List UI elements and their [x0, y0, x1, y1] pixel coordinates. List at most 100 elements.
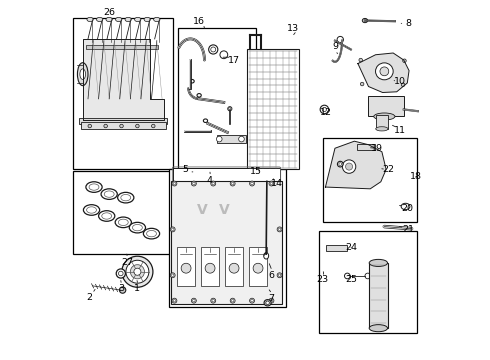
Text: 13: 13: [287, 24, 299, 33]
Bar: [169, 170, 286, 307]
Bar: [369, 263, 388, 328]
Bar: [201, 247, 219, 286]
Ellipse shape: [344, 273, 350, 279]
Bar: [375, 115, 388, 129]
Ellipse shape: [220, 51, 228, 59]
Ellipse shape: [119, 219, 128, 225]
Ellipse shape: [97, 17, 103, 22]
Ellipse shape: [87, 207, 97, 213]
Ellipse shape: [269, 181, 274, 186]
Ellipse shape: [172, 274, 174, 276]
Ellipse shape: [212, 182, 215, 185]
Text: 17: 17: [228, 55, 241, 64]
Ellipse shape: [192, 298, 196, 303]
Bar: [73, 18, 173, 170]
Ellipse shape: [101, 189, 117, 199]
Ellipse shape: [173, 300, 176, 302]
Bar: [322, 138, 417, 222]
Ellipse shape: [89, 184, 99, 190]
Ellipse shape: [77, 63, 88, 86]
Ellipse shape: [134, 268, 141, 275]
Text: 8: 8: [405, 19, 411, 28]
Ellipse shape: [209, 45, 218, 54]
Ellipse shape: [192, 181, 196, 186]
Bar: [357, 144, 375, 150]
Ellipse shape: [365, 273, 370, 279]
Ellipse shape: [121, 194, 131, 201]
Text: 2: 2: [87, 293, 93, 302]
Text: 10: 10: [394, 77, 406, 86]
Ellipse shape: [380, 67, 389, 76]
Text: 6: 6: [269, 271, 274, 280]
Ellipse shape: [116, 17, 122, 22]
Bar: [178, 28, 256, 170]
Ellipse shape: [374, 113, 395, 120]
Text: 23: 23: [317, 275, 329, 284]
Ellipse shape: [278, 274, 281, 276]
Bar: [247, 49, 299, 170]
Ellipse shape: [343, 160, 356, 173]
Ellipse shape: [228, 107, 232, 111]
Ellipse shape: [359, 58, 363, 62]
Ellipse shape: [360, 82, 364, 86]
Ellipse shape: [151, 124, 155, 128]
Ellipse shape: [212, 300, 215, 302]
Ellipse shape: [264, 300, 271, 306]
Ellipse shape: [80, 69, 86, 80]
Ellipse shape: [229, 108, 231, 110]
Ellipse shape: [173, 182, 176, 185]
Ellipse shape: [253, 263, 263, 273]
Text: 25: 25: [345, 275, 357, 284]
Ellipse shape: [277, 227, 282, 232]
Ellipse shape: [345, 163, 353, 170]
Ellipse shape: [339, 163, 342, 166]
Ellipse shape: [88, 124, 92, 128]
Text: 19: 19: [371, 144, 383, 153]
Text: 3: 3: [118, 284, 124, 293]
Ellipse shape: [375, 63, 393, 80]
Bar: [326, 245, 346, 251]
Ellipse shape: [87, 17, 93, 22]
Text: 9: 9: [332, 42, 338, 51]
Polygon shape: [83, 39, 164, 120]
Text: V: V: [197, 203, 208, 217]
Ellipse shape: [369, 259, 388, 266]
Ellipse shape: [118, 192, 134, 203]
Ellipse shape: [125, 17, 131, 22]
Ellipse shape: [126, 260, 149, 283]
Ellipse shape: [104, 124, 107, 128]
Text: 12: 12: [320, 108, 332, 117]
Ellipse shape: [217, 136, 222, 142]
Ellipse shape: [116, 269, 125, 278]
Ellipse shape: [197, 94, 201, 97]
Bar: [171, 181, 282, 304]
Ellipse shape: [401, 203, 410, 210]
Bar: [368, 96, 404, 117]
Ellipse shape: [403, 59, 406, 63]
Text: 15: 15: [249, 167, 262, 176]
Ellipse shape: [170, 273, 175, 278]
Bar: [249, 247, 267, 286]
Ellipse shape: [270, 182, 273, 185]
Ellipse shape: [266, 301, 270, 305]
Ellipse shape: [130, 265, 145, 279]
Text: 18: 18: [410, 172, 422, 181]
Text: 14: 14: [271, 179, 283, 188]
Text: 24: 24: [345, 243, 357, 252]
Text: 27: 27: [121, 258, 133, 267]
Ellipse shape: [269, 298, 274, 303]
Ellipse shape: [170, 227, 175, 232]
Ellipse shape: [119, 271, 123, 276]
Ellipse shape: [104, 191, 114, 197]
Text: 20: 20: [401, 204, 413, 213]
Ellipse shape: [122, 256, 153, 287]
Ellipse shape: [181, 263, 191, 273]
Bar: [319, 231, 417, 333]
Ellipse shape: [147, 230, 156, 237]
Ellipse shape: [135, 17, 141, 22]
Ellipse shape: [129, 222, 146, 233]
Text: 7: 7: [269, 294, 274, 303]
Ellipse shape: [338, 161, 343, 167]
Ellipse shape: [120, 124, 123, 128]
Ellipse shape: [115, 217, 131, 228]
